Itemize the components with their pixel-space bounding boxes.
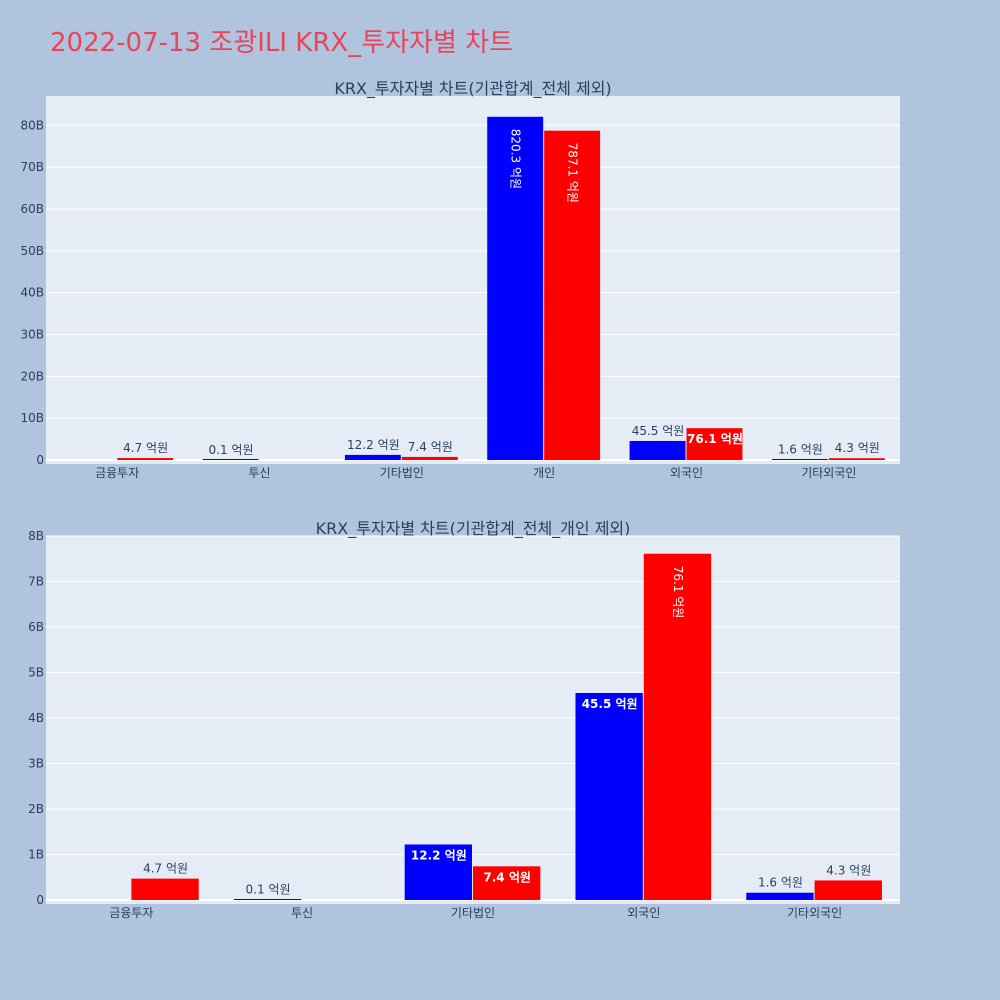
chart2-bar — [746, 892, 814, 900]
chart2-bar — [643, 553, 712, 900]
chart1-data-label: 76.1 억원 — [687, 432, 743, 446]
chart1-data-label: 4.7 억원 — [123, 441, 168, 455]
chart2-data-label: 1.6 억원 — [758, 876, 803, 890]
chart2-x-tick-label: 투신 — [291, 906, 313, 920]
chart1-bar — [686, 428, 743, 460]
chart2-title: KRX_투자자별 차트(기관합계_전체_개인 제외) — [316, 519, 631, 539]
chart1-x-tick-label: 기타법인 — [380, 466, 424, 480]
chart2-y-tick-label: 3B — [28, 757, 44, 771]
chart2-data-label: 76.1 억원 — [671, 566, 685, 619]
chart2-data-label: 4.7 억원 — [143, 862, 188, 876]
chart2-y-tick-label: 0 — [36, 893, 44, 907]
chart2-bar — [233, 899, 302, 900]
chart2-data-label: 4.3 억원 — [826, 863, 871, 877]
chart2-x-tick-label: 기타법인 — [451, 906, 495, 920]
chart1-bar — [544, 130, 601, 460]
chart1-bar — [771, 459, 828, 460]
chart1-x-tick-label: 외국인 — [670, 466, 703, 480]
chart2-bar — [814, 880, 882, 900]
chart1-bar — [202, 459, 259, 460]
chart1-y-tick-label: 70B — [20, 160, 44, 174]
chart1-y-tick-label: 40B — [20, 286, 44, 300]
chart2-y-tick-label: 4B — [28, 711, 44, 725]
chart1-y-tick-label: 0 — [36, 453, 44, 467]
chart2-bar — [575, 692, 643, 900]
chart2-bar — [131, 878, 199, 900]
chart1-x-tick-label: 투신 — [248, 466, 270, 480]
chart2-x-tick-label: 금융투자 — [109, 906, 153, 920]
chart1-data-label: 1.6 억원 — [778, 442, 823, 456]
chart1-bar — [117, 458, 174, 460]
chart1-bar — [487, 116, 544, 461]
chart2-y-tick-label: 1B — [28, 848, 44, 862]
chart1-x-tick-label: 금융투자 — [95, 466, 139, 480]
chart1-y-tick-label: 10B — [20, 411, 44, 425]
chart1-x-tick-label: 개인 — [533, 466, 555, 480]
chart1-data-label: 45.5 억원 — [632, 424, 685, 438]
chart2-data-label: 0.1 억원 — [246, 883, 291, 897]
chart1-y-tick-label: 60B — [20, 202, 44, 216]
chart1-bar — [629, 440, 686, 460]
chart1-x-tick-label: 기타외국인 — [801, 466, 856, 480]
chart2-y-tick-label: 6B — [28, 620, 44, 634]
chart1-data-label: 4.3 억원 — [835, 441, 880, 455]
chart1-data-label: 12.2 억원 — [347, 438, 400, 452]
chart1-plot-area — [46, 96, 900, 464]
chart1-data-label: 7.4 억원 — [408, 440, 453, 454]
chart2-x-tick-label: 기타외국인 — [787, 906, 842, 920]
chart2-bar — [404, 844, 472, 900]
chart2-y-tick-label: 2B — [28, 802, 44, 816]
chart1-title: KRX_투자자별 차트(기관합계_전체 제외) — [334, 79, 611, 99]
chart1-y-tick-label: 30B — [20, 327, 44, 341]
chart2-y-tick-label: 7B — [28, 575, 44, 589]
chart2-data-label: 12.2 억원 — [411, 848, 467, 862]
chart1-data-label: 0.1 억원 — [209, 443, 254, 457]
page-title: 2022-07-13 조광ILI KRX_투자자별 차트 — [50, 28, 514, 58]
chart2-bar — [473, 866, 541, 900]
chart2-data-label: 7.4 억원 — [483, 870, 531, 884]
chart1-data-label: 820.3 억원 — [509, 129, 523, 189]
chart1-bar — [828, 458, 885, 460]
chart2-data-label: 45.5 억원 — [582, 697, 638, 711]
chart1-y-tick-label: 80B — [20, 118, 44, 132]
chart2-y-tick-label: 5B — [28, 666, 44, 680]
chart2-plot-area — [46, 536, 900, 904]
chart1-y-tick-label: 50B — [20, 244, 44, 258]
chart1-y-tick-label: 20B — [20, 369, 44, 383]
chart1-bar — [344, 454, 401, 460]
chart2-y-tick-label: 8B — [28, 529, 44, 543]
chart1-bar — [401, 456, 458, 460]
chart1-data-label: 787.1 억원 — [566, 143, 580, 203]
chart2-x-tick-label: 외국인 — [627, 906, 660, 920]
